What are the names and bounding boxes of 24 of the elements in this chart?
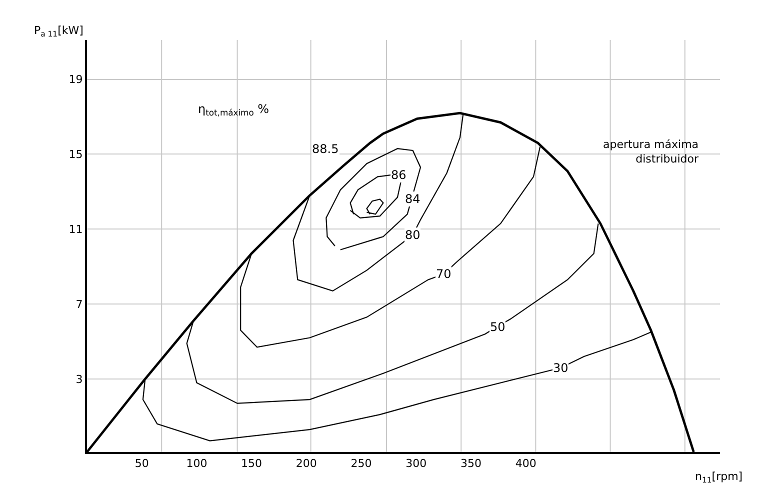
annotation: η$_{tot,máximo}$ % (198, 102, 270, 118)
x-axis-title: n$_{11}$[rpm] (695, 470, 743, 484)
annotation: 84 (405, 192, 420, 206)
x-tick-label: 350 (460, 457, 482, 470)
annotation: 70 (436, 267, 452, 281)
x-tick-label: 100 (186, 457, 208, 470)
y-tick-label: 19 (68, 73, 83, 86)
annotation: 88.5 (312, 142, 339, 156)
x-tick-label: 300 (406, 457, 427, 470)
y-axis-title: P$_{a 11}$[kW] (34, 24, 84, 38)
y-tick-label: 7 (76, 298, 83, 311)
x-tick-label: 50 (134, 457, 149, 470)
y-tick-label: 3 (76, 372, 83, 386)
annotation: 86 (391, 168, 406, 182)
x-tick-label: 250 (350, 457, 372, 470)
x-tick-label: 150 (241, 457, 262, 470)
annotation: apertura máxima distribuidor (603, 138, 700, 166)
y-tick-label: 15 (68, 148, 83, 162)
annotation: 80 (405, 228, 420, 242)
x-tick-label: 400 (515, 457, 536, 470)
annotation: 50 (490, 320, 506, 334)
annotation: 30 (553, 361, 568, 375)
x-tick-label: 200 (296, 457, 317, 470)
y-tick-label: 11 (68, 223, 83, 236)
